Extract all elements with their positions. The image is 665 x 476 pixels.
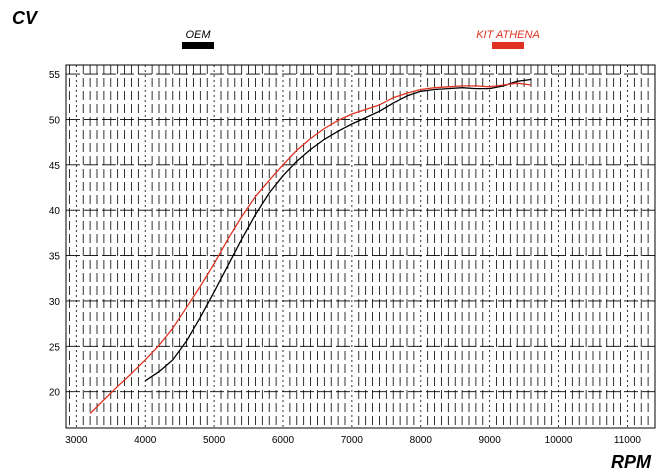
y-tick-label: 40 [49, 206, 61, 217]
legend-item-oem: OEM [182, 29, 214, 49]
legend-swatch-oem [182, 42, 214, 49]
x-tick-label: 10000 [545, 435, 573, 446]
plot-frame [65, 64, 656, 429]
legend-item-kit-athena: KIT ATHENA [470, 29, 546, 49]
x-tick-label: 9000 [479, 435, 502, 446]
x-tick-label: 4000 [134, 435, 157, 446]
series-line-kit-athena [89, 82, 532, 414]
y-tick-label: 55 [49, 70, 61, 81]
x-tick-label: 11000 [614, 435, 642, 446]
y-tick-label: 35 [49, 252, 61, 263]
y-tick-label: 45 [49, 161, 61, 172]
y-tick-label: 50 [49, 115, 61, 126]
y-tick-label: 25 [49, 342, 61, 353]
x-axis-label: RPM [611, 452, 651, 472]
y-axis-label: CV [12, 8, 38, 28]
legend-label-oem: OEM [185, 29, 211, 41]
x-tick-label: 3000 [65, 435, 88, 446]
y-tick-label: 20 [49, 388, 61, 399]
legend-label-kit-athena: KIT ATHENA [476, 29, 540, 41]
x-tick-label: 5000 [203, 435, 226, 446]
series-line-oem [144, 78, 532, 382]
x-tick-label: 7000 [341, 435, 364, 446]
x-tick-label: 6000 [272, 435, 295, 446]
legend-swatch-kit-athena [492, 42, 524, 49]
y-tick-label: 30 [49, 297, 61, 308]
x-tick-label: 8000 [410, 435, 433, 446]
